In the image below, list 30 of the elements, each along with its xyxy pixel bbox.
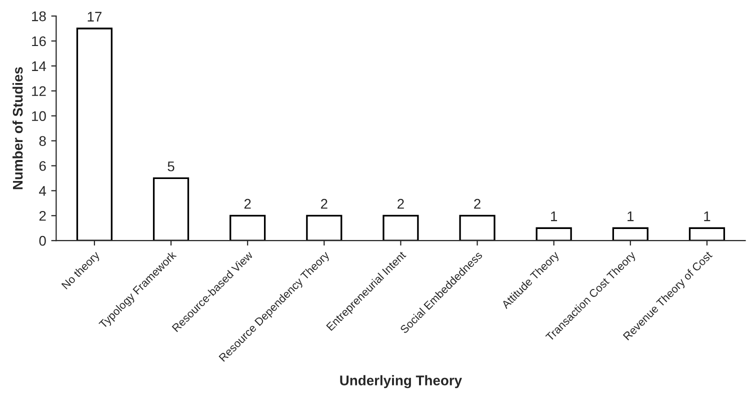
y-tick-label: 2 xyxy=(39,210,46,221)
bar xyxy=(76,28,113,241)
bar xyxy=(306,214,342,241)
data-label: 5 xyxy=(168,162,174,172)
y-tick-label: 14 xyxy=(32,61,46,71)
y-tick-label: 12 xyxy=(32,86,46,96)
y-tick-label: 18 xyxy=(32,11,46,22)
y-tick-label: 10 xyxy=(32,111,46,122)
data-label: 2 xyxy=(398,198,404,209)
data-label: 1 xyxy=(628,212,634,222)
data-label: 1 xyxy=(551,212,558,222)
data-label: 1 xyxy=(704,212,710,222)
bar xyxy=(688,227,726,241)
y-tick-label: 16 xyxy=(32,36,46,46)
bar xyxy=(536,227,572,241)
y-tick-label: 4 xyxy=(39,186,46,196)
bar xyxy=(612,227,648,241)
y-axis-title: Number of Studies xyxy=(12,67,23,190)
y-tick-label: 0 xyxy=(39,236,46,246)
bar xyxy=(459,214,496,241)
data-label: 17 xyxy=(88,12,102,22)
bar xyxy=(382,214,419,241)
bar xyxy=(230,214,266,241)
data-label: 2 xyxy=(474,198,480,209)
bar xyxy=(152,177,190,241)
data-label: 2 xyxy=(244,198,251,209)
x-axis-title: Underlying Theory xyxy=(340,375,462,388)
data-label: 2 xyxy=(320,198,328,209)
y-tick-label: 8 xyxy=(39,136,46,146)
y-tick-label: 6 xyxy=(39,161,46,171)
